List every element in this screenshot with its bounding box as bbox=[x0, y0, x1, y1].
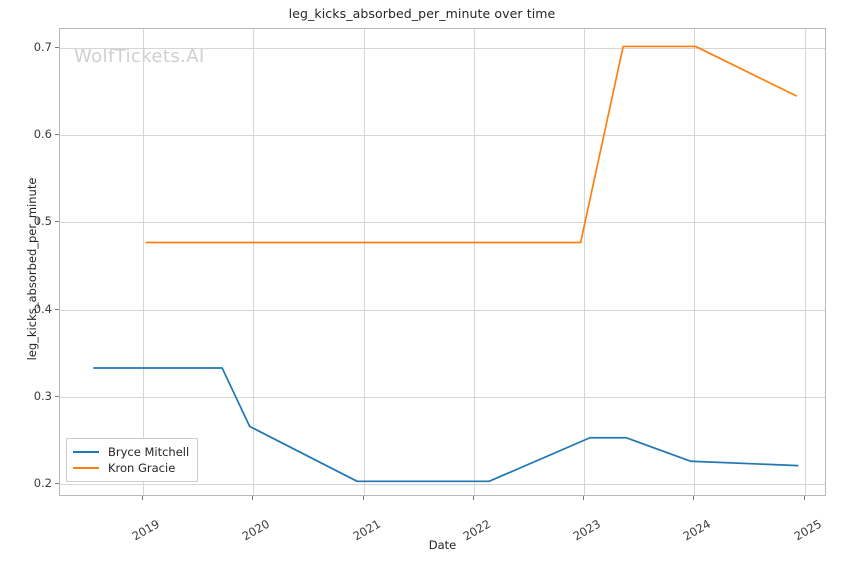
chart-title: leg_kicks_absorbed_per_minute over time bbox=[288, 6, 556, 21]
y-axis-tick-label: 0.3 bbox=[33, 388, 52, 403]
gridline-vertical bbox=[143, 29, 145, 495]
gridline-horizontal bbox=[60, 48, 825, 50]
legend-swatch-bryce-mitchell bbox=[73, 451, 99, 453]
y-axis-tick-mark bbox=[55, 482, 59, 484]
gridline-vertical bbox=[804, 29, 806, 495]
gridline-horizontal bbox=[60, 309, 825, 311]
y-axis-tick-mark bbox=[55, 308, 59, 310]
y-axis-tick-mark bbox=[55, 395, 59, 397]
legend-item-1[interactable]: Kron Gracie bbox=[73, 460, 189, 476]
y-axis-tick-label: 0.6 bbox=[33, 127, 52, 142]
x-axis-tick-mark bbox=[472, 496, 474, 500]
data-lines bbox=[93, 45, 799, 483]
x-axis-tick-mark bbox=[693, 496, 695, 500]
y-axis-label: leg_kicks_absorbed_per_minute bbox=[25, 177, 39, 361]
plot-area: WolfTickets.AI bbox=[59, 28, 826, 496]
y-axis-tick-mark bbox=[55, 47, 59, 49]
gridline-horizontal bbox=[60, 135, 825, 137]
gridline-vertical bbox=[363, 29, 365, 495]
gridline-vertical bbox=[584, 29, 586, 495]
y-axis-tick-label: 0.2 bbox=[33, 475, 52, 490]
gridline-horizontal bbox=[60, 222, 825, 224]
gridline-vertical bbox=[694, 29, 696, 495]
x-axis-tick-mark bbox=[583, 496, 585, 500]
x-axis-tick-mark bbox=[252, 496, 254, 500]
gridline-vertical bbox=[253, 29, 255, 495]
x-axis-label: Date bbox=[428, 538, 457, 552]
legend-label-kron-gracie: Kron Gracie bbox=[108, 461, 176, 475]
y-axis-tick-mark bbox=[55, 134, 59, 136]
legend: Bryce Mitchell Kron Gracie bbox=[66, 438, 199, 482]
y-axis-tick-label: 0.7 bbox=[33, 40, 52, 55]
legend-item-0[interactable]: Bryce Mitchell bbox=[73, 444, 189, 460]
gridline-horizontal bbox=[60, 483, 825, 485]
x-axis-tick-mark bbox=[803, 496, 805, 500]
x-axis-tick-mark bbox=[362, 496, 364, 500]
legend-label-bryce-mitchell: Bryce Mitchell bbox=[108, 445, 190, 459]
gridline-horizontal bbox=[60, 396, 825, 398]
legend-swatch-kron-gracie bbox=[73, 467, 99, 469]
series-line-bryce-mitchell bbox=[93, 367, 799, 483]
series-line-kron-gracie bbox=[145, 45, 798, 244]
y-axis-tick-mark bbox=[55, 221, 59, 223]
y-axis-tick-label: 0.4 bbox=[33, 301, 52, 316]
gridline-vertical bbox=[473, 29, 475, 495]
y-axis-tick-label: 0.5 bbox=[33, 214, 52, 229]
x-axis-tick-mark bbox=[142, 496, 144, 500]
